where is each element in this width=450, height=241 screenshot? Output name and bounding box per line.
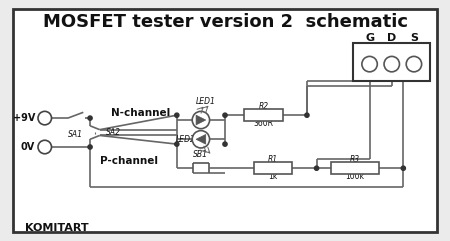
Bar (353, 43, 430, 81)
Text: 1k: 1k (269, 172, 278, 181)
Text: 100k: 100k (346, 172, 365, 181)
Polygon shape (196, 134, 206, 144)
Bar (254, 162, 292, 174)
Text: KOMITART: KOMITART (26, 223, 89, 233)
Circle shape (192, 111, 210, 129)
Circle shape (175, 113, 179, 117)
Text: R1: R1 (268, 155, 278, 164)
Circle shape (223, 113, 227, 117)
Text: N-channel: N-channel (111, 108, 171, 118)
Text: G: G (365, 33, 374, 43)
Text: P-channel: P-channel (100, 155, 158, 166)
Bar (244, 109, 283, 121)
Text: SA2: SA2 (105, 128, 121, 137)
Text: R3: R3 (350, 155, 360, 164)
Text: LED1: LED1 (196, 97, 216, 106)
Circle shape (406, 56, 422, 72)
Text: R2: R2 (258, 102, 269, 111)
Circle shape (192, 131, 210, 148)
Circle shape (175, 142, 179, 146)
Circle shape (384, 56, 400, 72)
Circle shape (38, 140, 51, 154)
Text: 0V: 0V (21, 142, 35, 152)
Circle shape (362, 56, 377, 72)
Polygon shape (196, 115, 206, 125)
Text: LED2: LED2 (176, 135, 195, 144)
Text: D: D (387, 33, 396, 43)
Text: SA1: SA1 (68, 130, 83, 139)
Text: MOSFET tester version 2  schematic: MOSFET tester version 2 schematic (42, 13, 408, 31)
Circle shape (88, 116, 92, 120)
Circle shape (305, 113, 309, 117)
Text: 360R: 360R (253, 119, 274, 128)
Text: SB1: SB1 (194, 150, 208, 159)
Bar (331, 162, 379, 174)
Circle shape (315, 166, 319, 170)
Circle shape (223, 142, 227, 146)
Text: S: S (410, 33, 418, 43)
Text: +9V: +9V (13, 113, 35, 123)
Circle shape (401, 166, 405, 170)
Circle shape (88, 145, 92, 149)
Circle shape (38, 111, 51, 125)
